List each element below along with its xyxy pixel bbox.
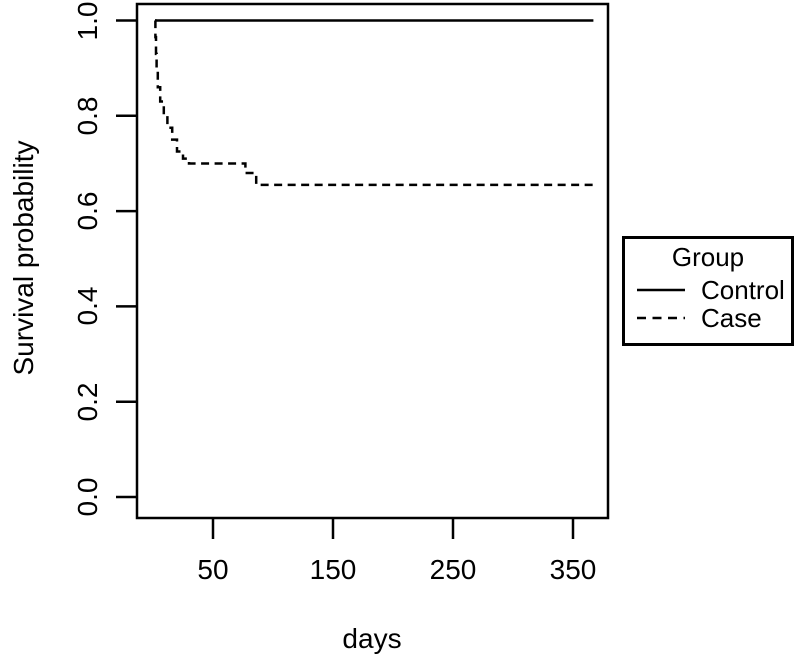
legend-entry-case: Case bbox=[625, 302, 791, 333]
solid-line-sample bbox=[637, 288, 685, 292]
y-axis-title: Survival probability bbox=[8, 140, 39, 376]
legend-title: Group bbox=[671, 242, 745, 272]
case-curve bbox=[154, 19, 595, 187]
dashed-line-sample bbox=[637, 316, 685, 320]
legend-label-control: Control bbox=[701, 274, 785, 305]
legend-label-case: Case bbox=[701, 302, 762, 333]
x-axis-title: days bbox=[342, 623, 402, 654]
legend-box: Group Control Case bbox=[622, 236, 794, 346]
legend-entry-control: Control bbox=[625, 274, 791, 305]
plot-border bbox=[135, 2, 610, 520]
